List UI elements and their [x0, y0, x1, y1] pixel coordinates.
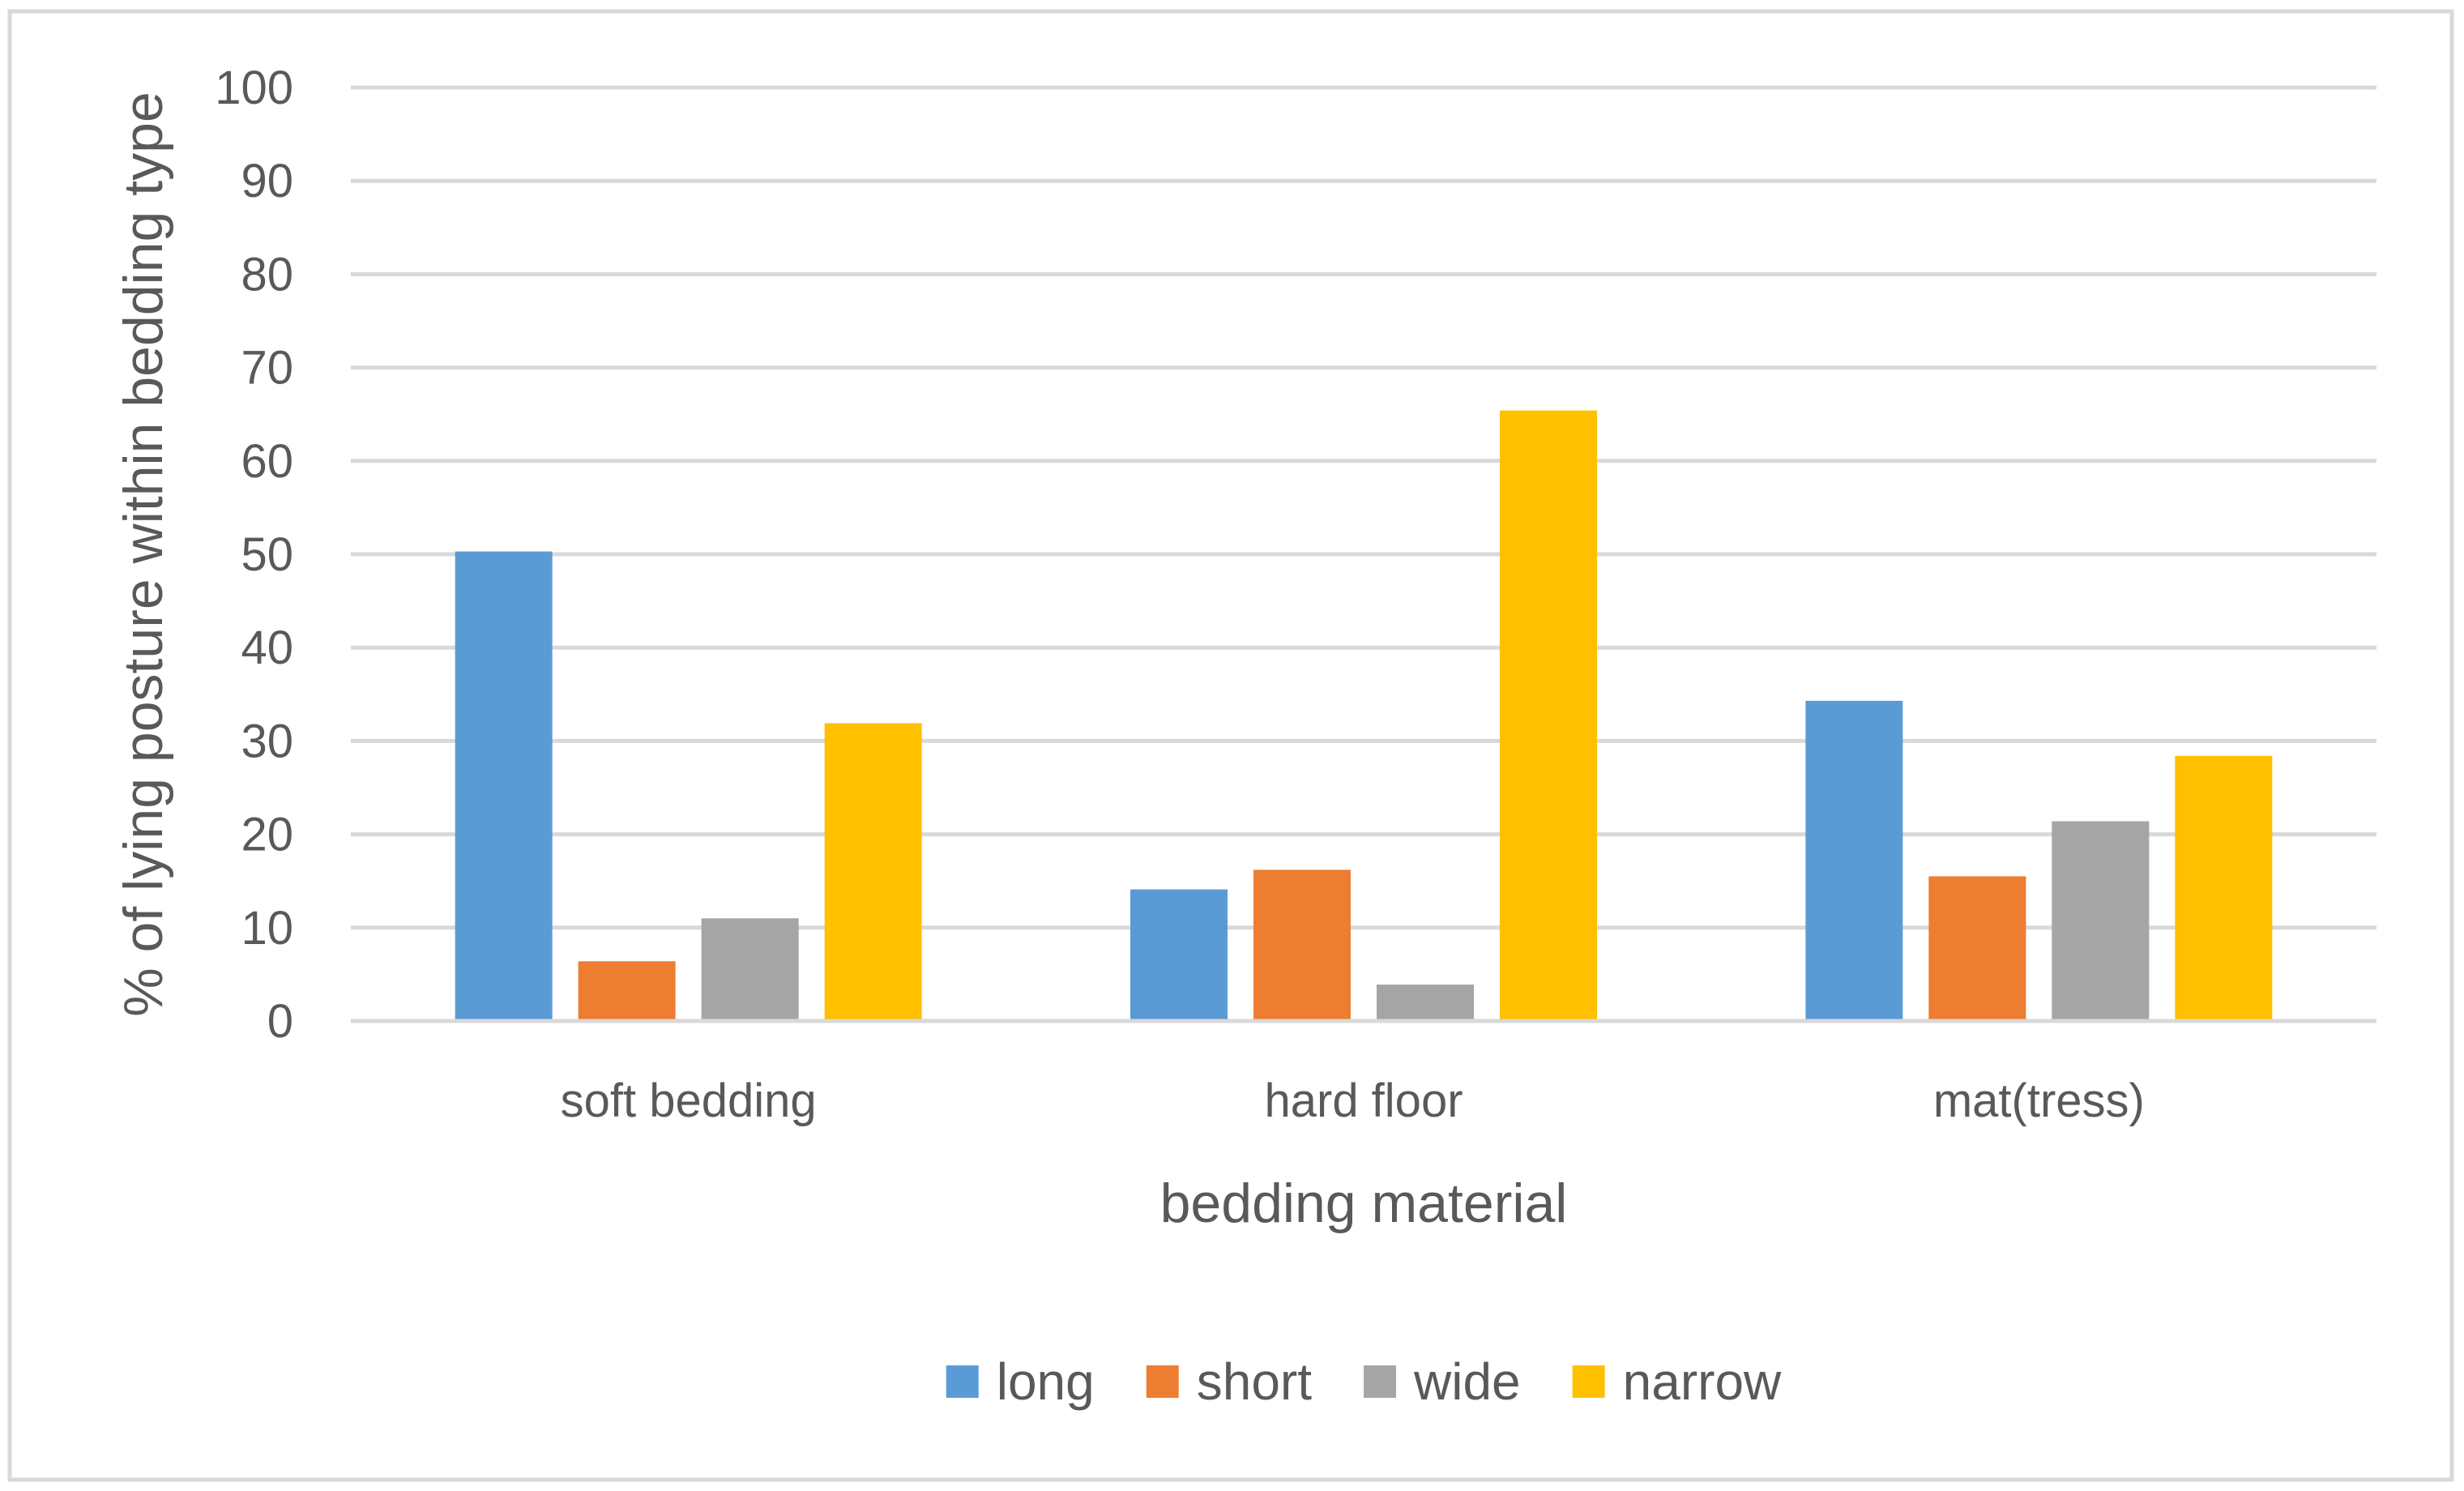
bar-short: [578, 961, 676, 1021]
y-axis-title: % of lying posture within bedding type: [113, 92, 174, 1017]
bar-short: [1928, 876, 2026, 1021]
y-tick-label: 10: [241, 902, 293, 955]
legend-label: narrow: [1623, 1352, 1782, 1411]
legend-swatch-wide: [1364, 1365, 1397, 1398]
x-axis-title: bedding material: [1160, 1173, 1568, 1234]
legend-label: long: [997, 1352, 1095, 1411]
legend: long short wide narrow: [946, 1352, 1782, 1411]
y-tick-label: 70: [241, 342, 293, 395]
y-tick-label: 50: [241, 528, 293, 581]
y-axis-tick-labels: 0 10 20 30 40 50 60 70 80 90 100: [215, 62, 293, 1048]
bar-narrow: [1500, 410, 1597, 1021]
bar-long: [1130, 889, 1228, 1021]
bar-wide: [701, 918, 799, 1021]
legend-label: short: [1197, 1352, 1313, 1411]
y-tick-label: 20: [241, 809, 293, 861]
y-tick-label: 60: [241, 435, 293, 488]
x-tick-label: hard floor: [1264, 1074, 1463, 1127]
bar-narrow: [824, 723, 922, 1021]
bars: [455, 410, 2273, 1021]
x-tick-label: soft bedding: [561, 1074, 817, 1127]
legend-swatch-long: [946, 1365, 979, 1398]
legend-swatch-narrow: [1572, 1365, 1605, 1398]
x-tick-label: mat(tress): [1933, 1074, 2145, 1127]
y-tick-label: 90: [241, 155, 293, 207]
y-tick-label: 80: [241, 248, 293, 301]
x-axis-tick-labels: soft bedding hard floor mat(tress): [561, 1074, 2145, 1127]
bar-narrow: [2175, 755, 2273, 1021]
bar-short: [1253, 869, 1351, 1021]
bar-wide: [2052, 821, 2150, 1021]
bar-long: [1805, 700, 1903, 1021]
chart-frame: [7, 9, 2454, 1482]
bar-long: [455, 551, 553, 1021]
gridlines: [351, 85, 2376, 930]
bar-wide: [1377, 985, 1474, 1021]
y-tick-label: 100: [215, 62, 293, 114]
y-tick-label: 0: [267, 995, 293, 1048]
y-tick-label: 40: [241, 622, 293, 674]
legend-swatch-short: [1146, 1365, 1179, 1398]
y-tick-label: 30: [241, 715, 293, 767]
legend-label: wide: [1413, 1352, 1521, 1411]
